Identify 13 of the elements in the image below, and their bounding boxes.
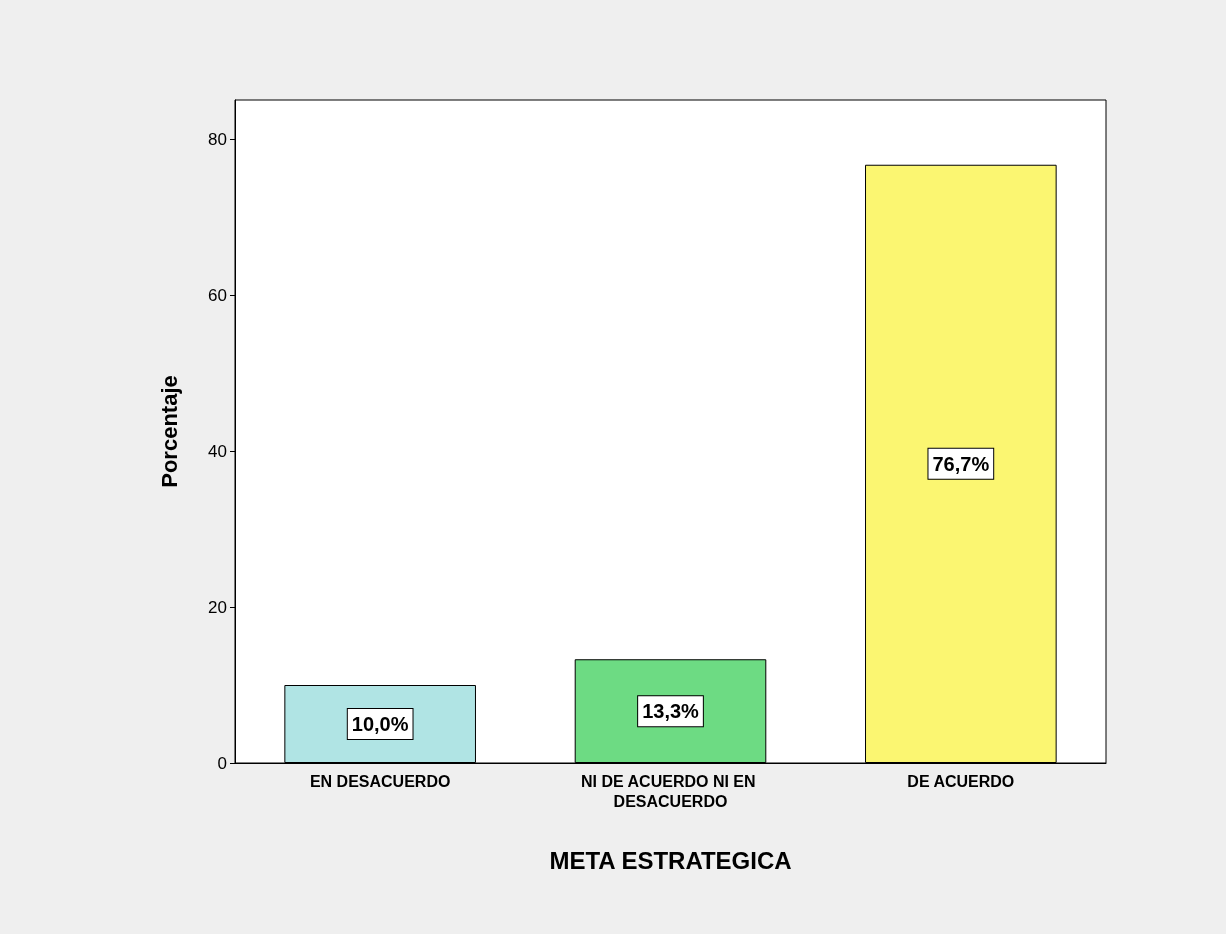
x-tick-label: EN DESACUERDO <box>309 772 451 790</box>
y-tick-label: 60 <box>208 285 227 305</box>
y-tick-label: 80 <box>208 129 227 149</box>
y-tick-label: 40 <box>208 441 227 461</box>
x-tick-label: NI DE ACUERDO NI EN DESACUERDO <box>581 772 760 810</box>
y-axis-title: Porcentaje <box>156 375 182 488</box>
data-label: 10,0% <box>351 713 409 735</box>
y-tick-label: 20 <box>208 597 227 617</box>
y-tick-label: 0 <box>217 753 227 773</box>
data-label: 76,7% <box>932 452 990 475</box>
x-axis-title: META ESTRATEGICA <box>549 846 792 874</box>
data-label: 13,3% <box>642 700 700 723</box>
x-tick-label: DE ACUERDO <box>907 772 1015 790</box>
